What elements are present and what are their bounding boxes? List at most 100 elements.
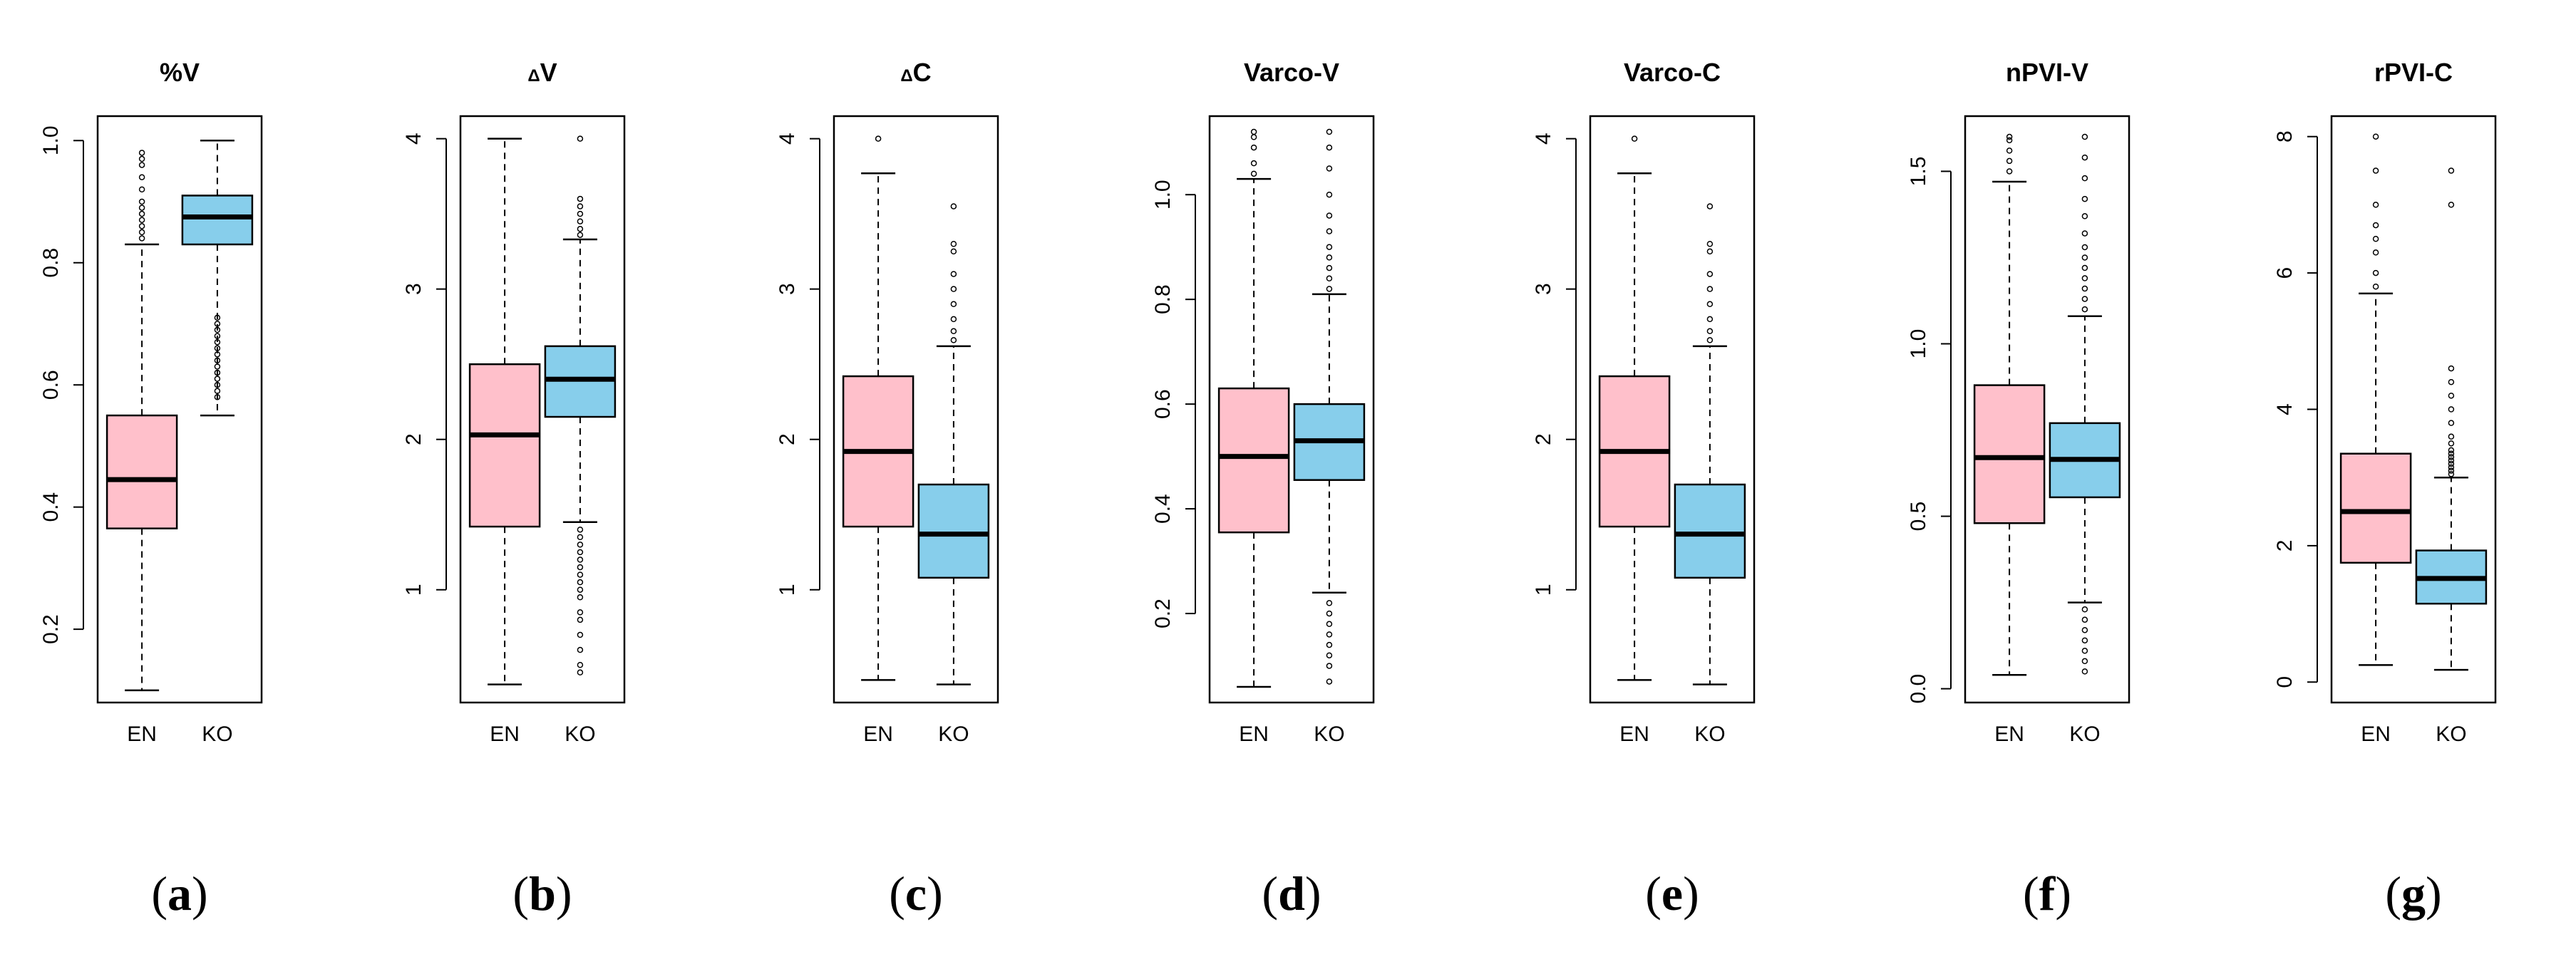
category-label: KO — [565, 722, 595, 746]
outlier-point — [2448, 454, 2455, 460]
panel-label-close-paren: ) — [1305, 866, 1322, 921]
y-tick-label: 0.2 — [1151, 598, 1175, 628]
panel-label-letter: f — [2039, 866, 2056, 921]
outlier-point — [950, 248, 957, 255]
category-label: KO — [1314, 722, 1344, 746]
outlier-point — [2081, 154, 2088, 161]
outlier-point — [577, 542, 584, 548]
iqr-box — [917, 483, 990, 579]
box-en — [468, 138, 541, 685]
outlier-point — [2081, 213, 2088, 219]
outlier-point — [2081, 264, 2088, 271]
plot-title-letter: V — [540, 58, 557, 87]
plot-title: ΔV — [527, 58, 557, 87]
outlier-point — [1326, 286, 1333, 292]
outlier-point — [1706, 241, 1714, 247]
y-tick-label: 1 — [776, 584, 799, 596]
outlier-point — [577, 646, 584, 653]
outlier-point — [2081, 244, 2088, 251]
outlier-point — [138, 186, 145, 193]
plot-frame — [1589, 115, 1756, 704]
outlier-point — [214, 338, 221, 346]
outlier-point — [2448, 167, 2455, 174]
outlier-point — [577, 669, 584, 676]
outlier-point — [577, 556, 584, 563]
outlier-point — [2081, 637, 2088, 644]
outlier-point — [577, 195, 584, 202]
panel-label-open-paren: ( — [1262, 866, 1278, 921]
outlier-point — [138, 198, 145, 205]
outlier-point — [138, 162, 145, 168]
outlier-point — [577, 594, 584, 601]
outlier-point — [138, 229, 145, 236]
y-tick-label: 4 — [776, 133, 799, 145]
outlier-point — [1326, 652, 1333, 659]
outlier-point — [577, 534, 584, 541]
plot-title: nPVI-V — [2006, 58, 2088, 87]
outlier-point — [1326, 128, 1333, 135]
plot-frame — [2330, 115, 2497, 704]
outlier-point — [2372, 283, 2379, 290]
outlier-point — [1326, 678, 1333, 685]
outlier-point — [2372, 249, 2379, 256]
panel-label-letter: g — [2401, 866, 2426, 921]
outlier-point — [577, 135, 584, 142]
panel-label-letter: c — [905, 866, 927, 921]
y-tick-label: 2 — [776, 433, 799, 445]
outlier-point — [2448, 378, 2455, 385]
box-ko — [544, 135, 617, 676]
plot-title: %V — [160, 58, 200, 87]
panel-label-open-paren: ( — [889, 866, 905, 921]
outlier-point — [1326, 228, 1333, 234]
outlier-point — [1326, 621, 1333, 628]
category-label: KO — [2069, 722, 2100, 746]
outlier-point — [577, 661, 584, 668]
boxplot-panel-a: %V 0.2 0.4 0.6 0.8 1.0 EN KO (a) — [39, 58, 263, 921]
outlier-point — [214, 351, 221, 358]
outlier-point — [1326, 264, 1333, 271]
panel-label-open-paren: ( — [1645, 866, 1661, 921]
iqr-box — [1973, 384, 2046, 524]
category-label: EN — [490, 722, 520, 746]
outlier-point — [2448, 433, 2455, 440]
outlier-point — [577, 564, 584, 571]
y-tick-label: 3 — [776, 283, 799, 295]
y-tick-label: 0.2 — [39, 614, 63, 644]
panel-label-open-paren: ( — [2023, 866, 2039, 921]
outlier-point — [2372, 236, 2379, 242]
outlier-point — [214, 369, 221, 376]
outlier-point — [138, 235, 145, 242]
outlier-point — [2081, 668, 2088, 675]
plot-title: ΔC — [900, 58, 931, 87]
y-tick-label: 3 — [1532, 283, 1555, 295]
outlier-point — [1250, 160, 1257, 167]
category-label: KO — [2436, 722, 2466, 746]
outlier-point — [2372, 269, 2379, 276]
box-ko — [2415, 167, 2488, 671]
box-en — [842, 135, 915, 681]
outlier-point — [577, 226, 584, 232]
y-tick-label: 0.6 — [1151, 389, 1175, 419]
outlier-point — [2448, 393, 2455, 399]
category-label: EN — [2361, 722, 2391, 746]
outlier-point — [950, 337, 957, 343]
outlier-point — [2448, 406, 2455, 413]
outlier-point — [1326, 191, 1333, 198]
boxplot-panel-b: ΔV 1 2 3 4 EN KO (b) — [402, 58, 626, 921]
panel-label-open-paren: ( — [512, 866, 529, 921]
outlier-point — [2081, 658, 2088, 665]
outlier-point — [1706, 301, 1714, 308]
panel-label-open-paren: ( — [2385, 866, 2401, 921]
outlier-point — [214, 314, 221, 321]
outlier-point — [2448, 464, 2455, 471]
outlier-point — [577, 232, 584, 238]
iqr-box — [468, 363, 541, 528]
y-tick-label: 1.0 — [39, 125, 63, 155]
panel-label: (a) — [151, 866, 207, 921]
panel-label-close-paren: ) — [2426, 866, 2442, 921]
outlier-point — [1706, 203, 1714, 209]
outlier-point — [1250, 134, 1257, 140]
outlier-point — [138, 150, 145, 156]
outlier-point — [214, 375, 221, 382]
outlier-point — [1326, 610, 1333, 617]
